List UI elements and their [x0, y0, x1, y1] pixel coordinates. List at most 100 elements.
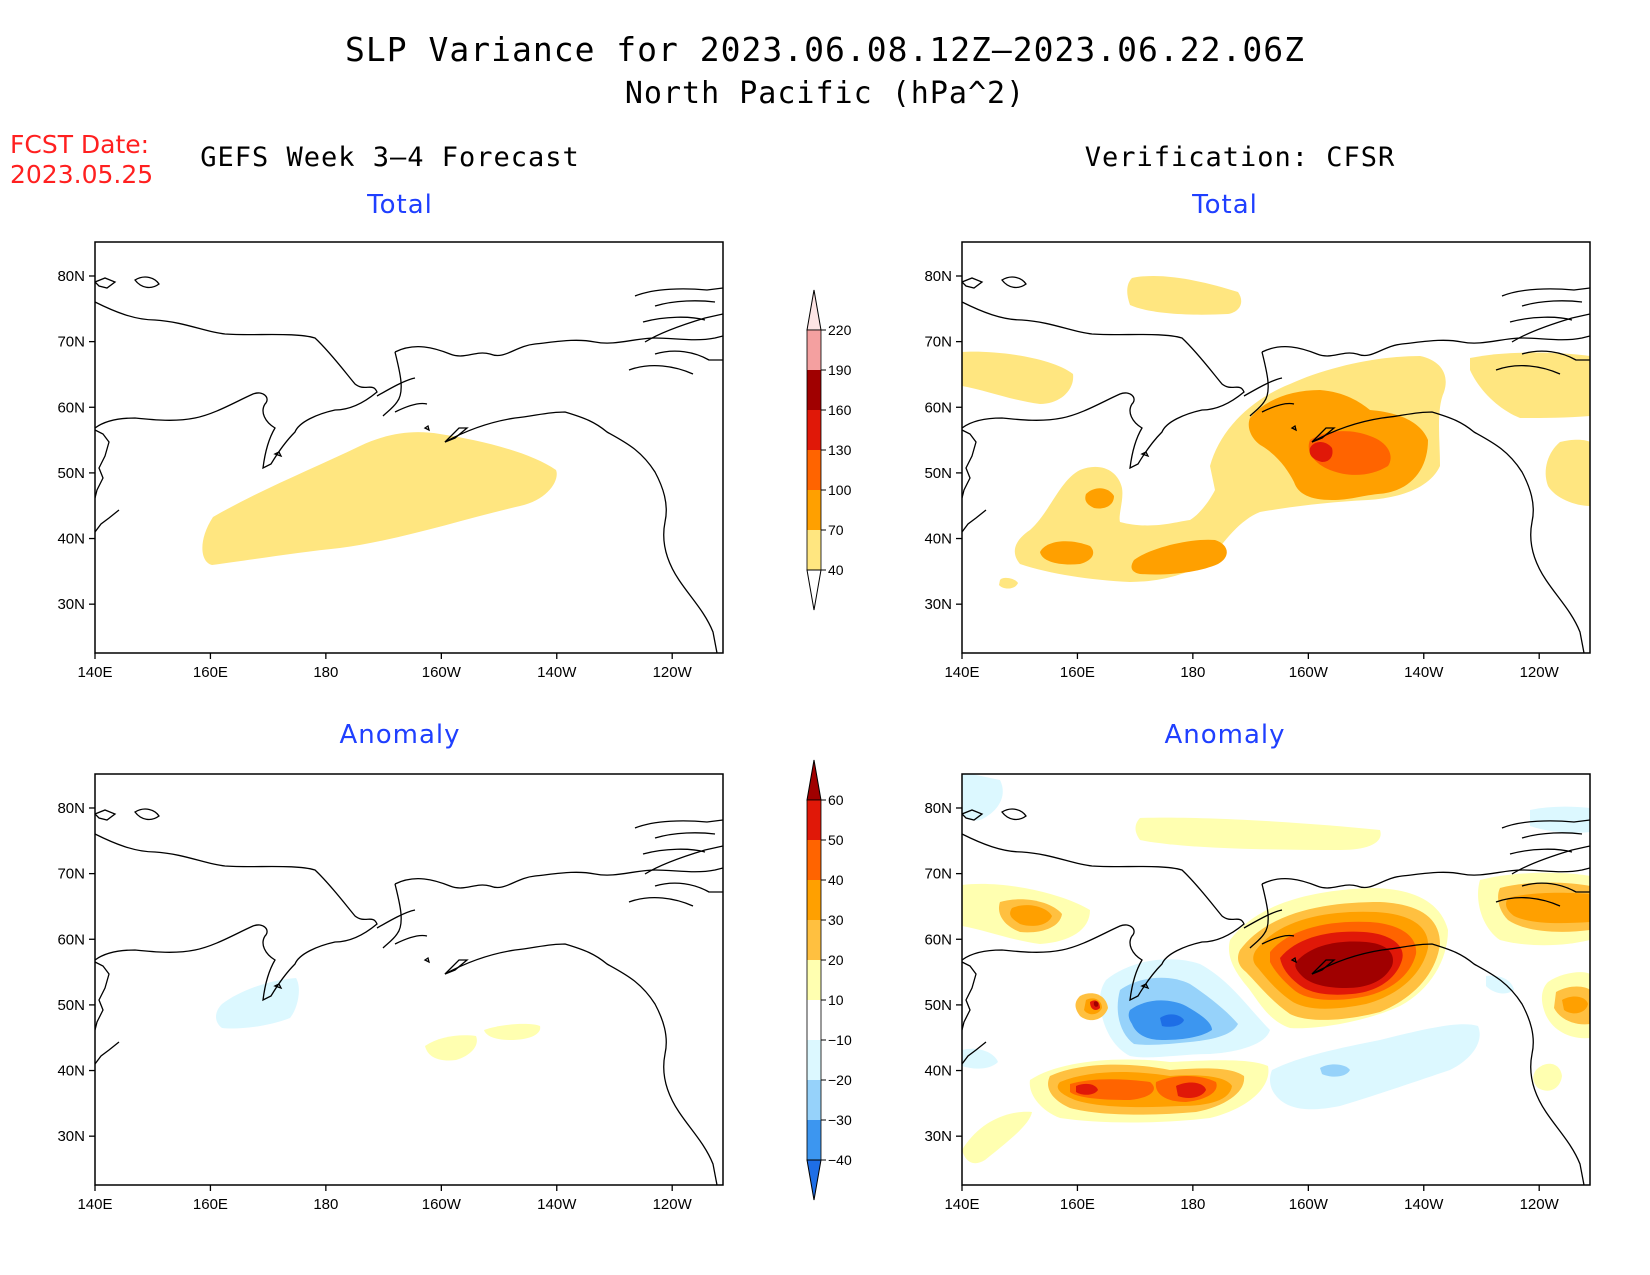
lat-tick-label: 40N — [924, 1063, 952, 1080]
gefs-anomaly-coastline — [95, 808, 723, 1185]
coastline-segment — [654, 882, 723, 893]
coastline-segment — [1243, 909, 1283, 929]
colorbar-swatch — [807, 1040, 821, 1080]
colorbar-swatch — [807, 370, 821, 410]
lat-tick-label: 80N — [924, 800, 952, 817]
coastline-segment — [1261, 402, 1295, 413]
coastline-segment — [1521, 350, 1590, 361]
lat-tick-label: 80N — [924, 268, 952, 285]
coastline-segment — [1261, 934, 1295, 945]
coastline-segment — [394, 867, 723, 889]
gefs-total-subtitle: Total — [367, 190, 433, 220]
coastline-segment — [444, 943, 718, 1185]
gefs-total-panel: 140E 160E 180 160W 140W 120W 80N 70N 60N 50N 40N 3… — [57, 241, 724, 681]
coastline-segment — [95, 301, 378, 470]
fcst-date-label: FCST Date: — [10, 130, 150, 159]
coastline-segment — [1521, 882, 1590, 893]
main-title: SLP Variance for 2023.06.08.12Z–2023.06.… — [345, 30, 1305, 69]
coastline-segment — [382, 883, 402, 949]
coastline-segment — [962, 961, 977, 1031]
lat-tick-label: 50N — [924, 997, 952, 1014]
lat-tick-label: 80N — [57, 268, 85, 285]
coastline-segment — [95, 961, 110, 1031]
lon-tick-label: 180 — [313, 664, 338, 681]
cfsr-total-shading — [962, 275, 1590, 589]
coastline-segment — [1509, 848, 1573, 855]
colorbar-tick-label: 130 — [828, 442, 852, 458]
colorbar-swatch — [807, 530, 821, 570]
lat-tick-label: 60N — [924, 399, 952, 416]
coastline-segment — [376, 909, 416, 929]
gefs-anomaly-shading — [216, 978, 541, 1061]
colorbar-swatch — [807, 800, 821, 840]
lon-tick-label: 160E — [193, 1196, 228, 1213]
coastline-segment — [1495, 365, 1561, 375]
cfsr-total-coastline — [962, 276, 1590, 653]
lon-tick-label: 160W — [422, 664, 462, 681]
colorbar-tick-label: −20 — [828, 1072, 852, 1088]
gefs-anomaly-frame — [94, 773, 724, 1186]
lon-tick-label: 160E — [193, 664, 228, 681]
gefs-anomaly-panel: 140E 160E 180 160W 140W 120W 80N 70N 60N 50N 40N 3… — [57, 773, 724, 1213]
coastline-segment — [394, 934, 428, 945]
coastline-segment — [962, 809, 984, 821]
gefs-total-frame — [94, 241, 724, 654]
coastline-segment — [273, 983, 283, 990]
coastline-segment — [444, 959, 469, 975]
coastline-segment — [644, 313, 723, 343]
coastline-segment — [1261, 335, 1590, 357]
colorbar-top-arrow — [806, 289, 822, 331]
coastline-segment — [1509, 316, 1573, 323]
colorbar-swatch — [807, 410, 821, 450]
colorbar-swatch — [807, 330, 821, 370]
lat-tick-label: 80N — [57, 800, 85, 817]
coastline-segment — [1511, 313, 1590, 343]
coastline-segment — [382, 351, 402, 417]
colorbar-swatch — [807, 450, 821, 490]
coastline-segment — [962, 833, 1245, 1002]
lat-tick-label: 30N — [57, 596, 85, 613]
colorbar-tick-label: 70 — [828, 522, 844, 538]
colorbar-swatch — [807, 840, 821, 880]
colorbar-swatch — [807, 880, 821, 920]
gefs-anomaly-subtitle: Anomaly — [339, 720, 461, 750]
coastline-segment — [1001, 276, 1027, 289]
lon-tick-label: 180 — [1180, 1196, 1205, 1213]
coastline-segment — [273, 451, 283, 458]
colorbar-tick-label: −40 — [828, 1152, 852, 1168]
lon-tick-label: 160W — [422, 1196, 462, 1213]
coastline-segment — [1311, 943, 1585, 1185]
coastline-segment — [1501, 819, 1590, 829]
lat-tick-label: 30N — [57, 1128, 85, 1145]
coastline-segment — [1311, 427, 1336, 443]
colorbar-swatch — [807, 1080, 821, 1120]
coastline-segment — [962, 277, 984, 289]
lat-tick-label: 60N — [57, 931, 85, 948]
coastline-segment — [1521, 832, 1583, 839]
coastline-segment — [962, 301, 1245, 470]
lat-tick-label: 40N — [57, 531, 85, 548]
coastline-segment — [654, 350, 723, 361]
coastline-segment — [1001, 808, 1027, 821]
lon-tick-label: 140W — [1404, 1196, 1444, 1213]
colorbar-tick-label: 10 — [828, 992, 844, 1008]
coastline-segment — [95, 277, 117, 289]
coastline-segment — [1249, 883, 1269, 949]
colorbar-swatch — [807, 490, 821, 530]
colorbar-tick-label: 50 — [828, 832, 844, 848]
lat-tick-label: 50N — [924, 465, 952, 482]
coastline-segment — [423, 424, 430, 432]
coastline-segment — [444, 411, 718, 653]
coastline-segment — [1290, 424, 1297, 432]
colorbar-bottom-arrow — [806, 569, 822, 611]
colorbar-tick-label: 100 — [828, 482, 852, 498]
forecast-column-title: GEFS Week 3–4 Forecast — [200, 142, 580, 173]
lon-tick-label: 160W — [1289, 1196, 1329, 1213]
coastline-segment — [423, 956, 430, 964]
coastline-segment — [628, 897, 694, 907]
coastline-segment — [394, 335, 723, 357]
lon-tick-label: 140E — [77, 1196, 112, 1213]
verification-column-title: Verification: CFSR — [1084, 142, 1396, 173]
coastline-segment — [962, 509, 987, 533]
